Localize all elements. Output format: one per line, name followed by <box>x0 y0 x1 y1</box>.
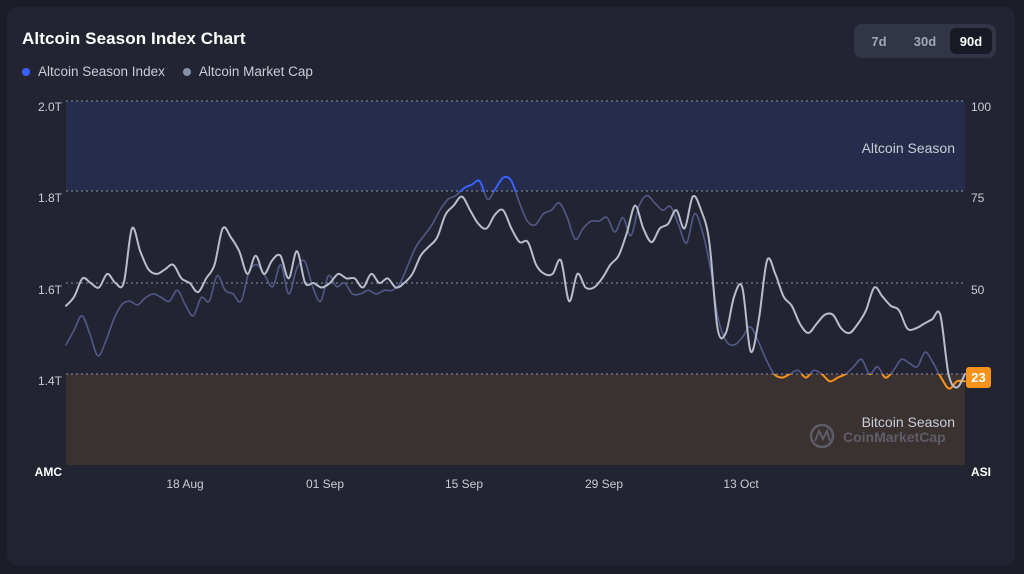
watermark-text: CoinMarketCap <box>843 429 946 445</box>
legend-dot-market-cap <box>182 67 191 76</box>
chart-card <box>7 7 1015 565</box>
left-tick-1-6t: 1.6T <box>38 283 63 297</box>
altcoin-season-label: Altcoin Season <box>862 140 955 156</box>
current-value-text: 23 <box>971 370 985 385</box>
left-tick-2-0t: 2.0T <box>38 100 63 114</box>
x-tick-29-sep: 29 Sep <box>585 477 623 491</box>
range-button-7d[interactable]: 7d <box>871 33 887 49</box>
legend-item-market-cap[interactable]: Altcoin Market Cap <box>182 64 313 79</box>
time-range-selector: 7d 30d 90d <box>854 24 996 58</box>
altcoin-season-band <box>66 101 965 191</box>
x-tick-13-oct: 13 Oct <box>723 477 759 491</box>
legend-label-index: Altcoin Season Index <box>38 64 165 79</box>
chart-title: Altcoin Season Index Chart <box>22 29 246 48</box>
asi-line-bitcoin-season <box>772 374 966 390</box>
coinmarketcap-logo-icon <box>809 423 835 449</box>
right-tick-100: 100 <box>971 100 991 114</box>
left-tick-1-8t: 1.8T <box>38 191 63 205</box>
asi-line-blue-hint <box>65 192 940 374</box>
series-layer <box>65 175 966 390</box>
asi-line-altcoin-season <box>458 175 517 192</box>
x-tick-15-sep: 15 Sep <box>445 477 483 491</box>
right-tick-75: 75 <box>971 191 985 205</box>
coinmarketcap-logo-mark <box>814 428 831 442</box>
bitcoin-season-band <box>66 374 965 465</box>
legend-dot-index <box>22 67 30 76</box>
amc-line <box>65 194 966 389</box>
current-value-badge-bg <box>966 367 991 388</box>
bitcoin-season-label: Bitcoin Season <box>862 414 955 430</box>
range-button-90d[interactable]: 90d <box>950 28 992 54</box>
right-tick-50: 50 <box>971 283 985 297</box>
legend-item-index[interactable]: Altcoin Season Index <box>22 64 165 79</box>
current-value-badge: 23 <box>966 367 991 388</box>
legend-label-market-cap: Altcoin Market Cap <box>198 64 313 79</box>
left-axis-title: AMC <box>35 465 63 479</box>
chart-legend: Altcoin Season Index Altcoin Market Cap <box>22 64 313 79</box>
coinmarketcap-watermark: CoinMarketCap <box>809 423 946 449</box>
asi-line-neutral <box>65 192 940 374</box>
x-tick-01-sep: 01 Sep <box>306 477 344 491</box>
right-axis-title: ASI <box>971 465 991 479</box>
left-tick-1-4t: 1.4T <box>38 374 63 388</box>
x-tick-18-aug: 18 Aug <box>166 477 203 491</box>
range-button-30d[interactable]: 30d <box>913 33 937 49</box>
